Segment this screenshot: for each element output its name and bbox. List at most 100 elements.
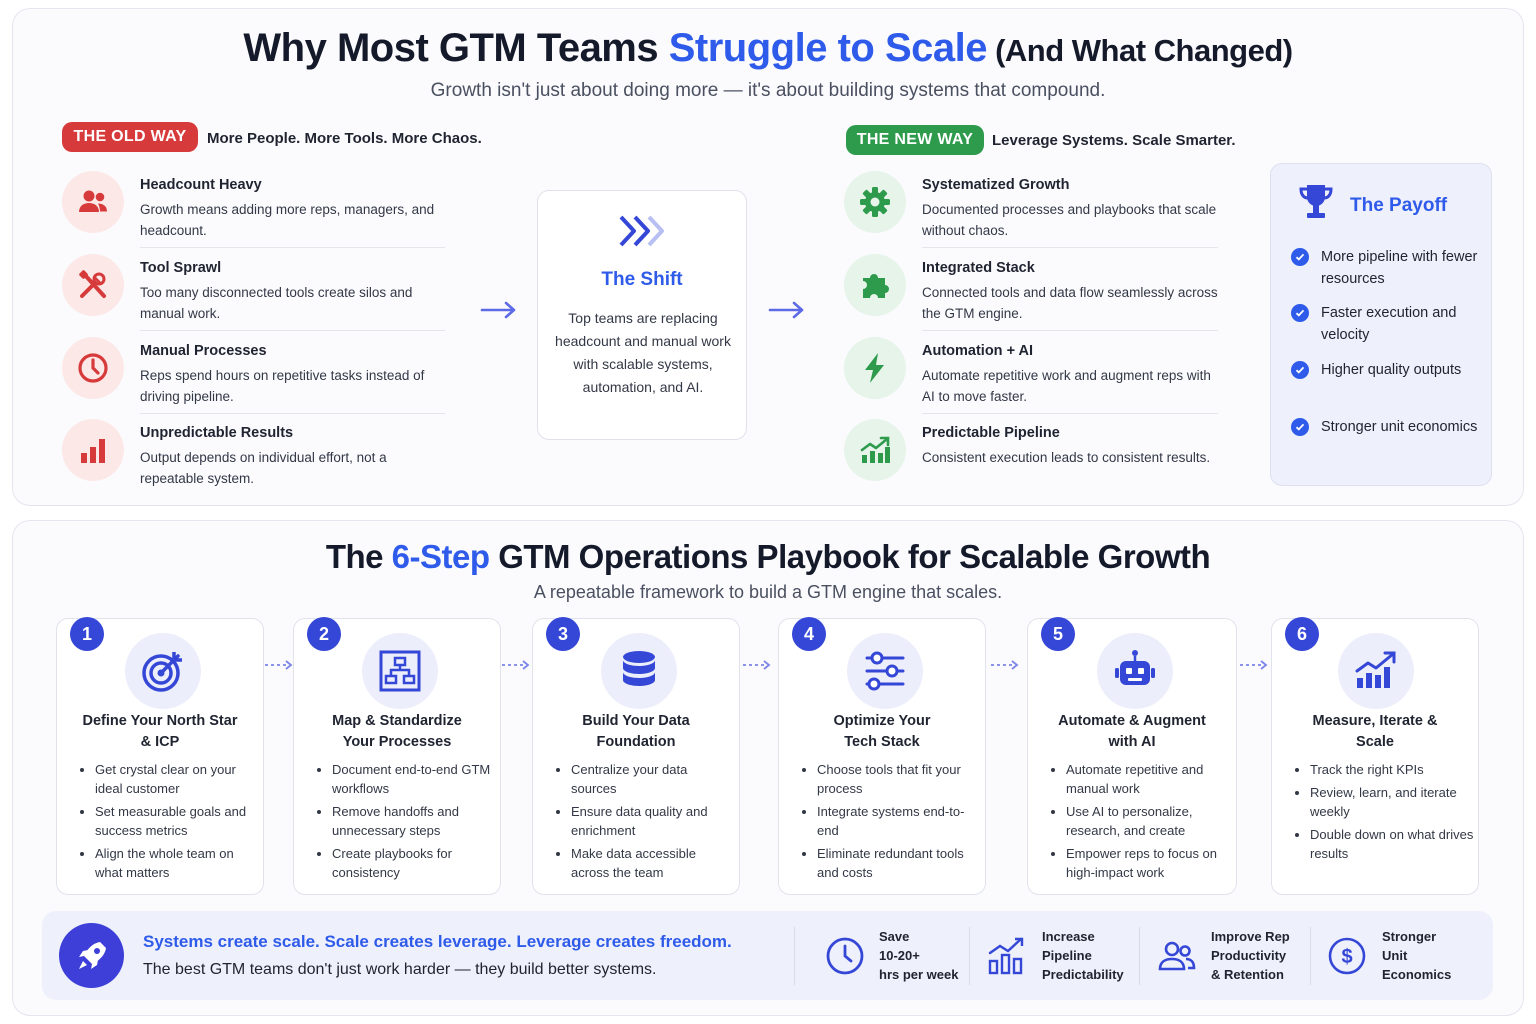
payoff-text: More pipeline with fewer resources bbox=[1321, 249, 1478, 287]
stat-line: Save bbox=[879, 929, 910, 944]
people-icon bbox=[62, 171, 124, 233]
bullet: Review, learn, and iterate weekly bbox=[1294, 783, 1474, 821]
playbook-title: The 6-Step GTM Operations Playbook for S… bbox=[0, 538, 1536, 576]
dashed-arrow-icon bbox=[991, 660, 1019, 670]
divider bbox=[922, 330, 1218, 331]
shift-title: The Shift bbox=[601, 269, 683, 290]
payoff-text: Stronger unit economics bbox=[1321, 419, 1478, 435]
stat-line: Economics bbox=[1382, 967, 1452, 982]
stat-line: & Retention bbox=[1211, 967, 1284, 982]
bullet: Double down on what drives results bbox=[1294, 825, 1474, 863]
step-bullets: Track the right KPIs Review, learn, and … bbox=[1294, 760, 1474, 867]
stat-line: 10-20+ bbox=[879, 948, 920, 963]
old-way-item-unpredictable: Unpredictable Results Output depends on … bbox=[62, 419, 482, 499]
bullet: Align the whole team on what matters bbox=[79, 844, 259, 882]
stat-line: Stronger bbox=[1382, 929, 1437, 944]
step-title: Build Your Data Foundation bbox=[582, 713, 690, 750]
divider bbox=[1310, 927, 1311, 985]
step-title: Automate & Augment with AI bbox=[1058, 713, 1206, 750]
bullet: Make data accessible across the team bbox=[555, 844, 735, 882]
lightning-icon bbox=[844, 337, 906, 399]
new-way-badge: THE NEW WAY bbox=[846, 125, 984, 155]
old-way-item-manual: Manual Processes Reps spend hours on rep… bbox=[62, 337, 482, 417]
stat-text: Stronger Unit Economics bbox=[1382, 927, 1492, 984]
old-way-badge: THE OLD WAY bbox=[62, 122, 198, 152]
page-subtitle: Growth isn't just about doing more — it'… bbox=[430, 80, 1106, 101]
item-title: Tool Sprawl bbox=[140, 260, 222, 276]
step-title: Measure, Iterate & Scale bbox=[1312, 713, 1438, 750]
step-number: 1 bbox=[70, 617, 104, 651]
playbook-subtitle: A repeatable framework to build a GTM en… bbox=[533, 582, 1003, 602]
bar-chart-icon bbox=[988, 937, 1024, 975]
stat-line: Improve Rep bbox=[1211, 929, 1290, 944]
new-way-item-systematized: Systematized Growth Documented processes… bbox=[844, 171, 1264, 251]
item-title: Systematized Growth bbox=[922, 177, 1070, 193]
arrow-right-icon bbox=[480, 301, 516, 319]
clock-icon bbox=[826, 937, 864, 975]
check-icon bbox=[1291, 248, 1309, 266]
rocket-icon bbox=[59, 923, 124, 988]
payoff-title: The Payoff bbox=[1350, 195, 1448, 216]
item-desc: Consistent execution leads to consistent… bbox=[922, 450, 1211, 465]
item-title: Manual Processes bbox=[140, 343, 267, 359]
trophy-icon bbox=[1299, 185, 1333, 218]
item-desc: Reps spend hours on repetitive tasks ins… bbox=[140, 368, 425, 404]
sliders-icon bbox=[847, 633, 923, 709]
divider bbox=[794, 927, 795, 985]
divider bbox=[140, 330, 445, 331]
stat-line: Productivity bbox=[1211, 948, 1287, 963]
bullet: Create playbooks for consistency bbox=[316, 844, 496, 882]
footer-subline: The best GTM teams don't just work harde… bbox=[143, 961, 657, 978]
step-number: 3 bbox=[546, 617, 580, 651]
step-bullets: Automate repetitive and manual work Use … bbox=[1050, 760, 1230, 886]
step-bullets: Get crystal clear on your ideal customer… bbox=[79, 760, 259, 886]
footer-banner: Systems create scale. Scale creates leve… bbox=[42, 911, 1493, 1000]
stat-line: Increase bbox=[1042, 929, 1095, 944]
stat-text: Save 10-20+ hrs per week bbox=[879, 927, 989, 984]
check-icon bbox=[1291, 418, 1309, 436]
payoff-text: Higher quality outputs bbox=[1321, 362, 1462, 378]
item-desc: Documented processes and playbooks that … bbox=[922, 202, 1217, 238]
check-icon bbox=[1291, 361, 1309, 379]
target-icon bbox=[125, 633, 201, 709]
divider bbox=[969, 927, 970, 985]
bullet: Document end-to-end GTM workflows bbox=[316, 760, 496, 798]
payoff-card: The Payoff More pipeline with fewer reso… bbox=[1270, 163, 1492, 486]
new-way-tagline: Leverage Systems. Scale Smarter. bbox=[992, 132, 1236, 149]
stat-line: Predictability bbox=[1042, 967, 1124, 982]
item-desc: Output depends on individual effort, not… bbox=[140, 450, 387, 486]
item-title: Automation + AI bbox=[922, 343, 1034, 359]
dashed-arrow-icon bbox=[265, 660, 293, 670]
bullet: Track the right KPIs bbox=[1294, 760, 1474, 779]
step-title: Define Your North Star & ICP bbox=[82, 713, 238, 750]
bullet: Choose tools that fit your process bbox=[801, 760, 981, 798]
database-icon bbox=[601, 633, 677, 709]
new-way-item-integrated: Integrated Stack Connected tools and dat… bbox=[844, 254, 1264, 334]
item-desc: Growth means adding more reps, managers,… bbox=[140, 202, 435, 238]
check-icon bbox=[1291, 304, 1309, 322]
shift-desc: Top teams are replacing headcount and ma… bbox=[555, 310, 731, 395]
item-title: Predictable Pipeline bbox=[922, 425, 1060, 441]
item-title: Unpredictable Results bbox=[140, 425, 294, 441]
bullet: Use AI to personalize, research, and cre… bbox=[1050, 802, 1230, 840]
new-way-item-predictable: Predictable Pipeline Consistent executio… bbox=[844, 419, 1264, 499]
step-title: Optimize Your Tech Stack bbox=[833, 713, 931, 750]
item-desc: Automate repetitive work and augment rep… bbox=[922, 368, 1211, 404]
step-number: 6 bbox=[1285, 617, 1319, 651]
title-part1: Why Most GTM Teams bbox=[243, 26, 669, 70]
step-card-3: 3 Build Your Data Foundation Centralize … bbox=[532, 617, 740, 895]
divider bbox=[1139, 927, 1140, 985]
puzzle-icon bbox=[844, 254, 906, 316]
step-number: 2 bbox=[307, 617, 341, 651]
step-card-4: 4 Optimize Your Tech Stack Choose tools … bbox=[778, 617, 986, 895]
title-part1: The bbox=[325, 538, 392, 575]
step-card-2: 2 Map & Standardize Your Processes Docum… bbox=[293, 617, 501, 895]
stat-text: Improve Rep Productivity & Retention bbox=[1211, 927, 1321, 984]
step-bullets: Choose tools that fit your process Integ… bbox=[801, 760, 981, 886]
bullet: Empower reps to focus on high-impact wor… bbox=[1050, 844, 1230, 882]
step-bullets: Document end-to-end GTM workflows Remove… bbox=[316, 760, 496, 886]
double-chevron-icon bbox=[619, 215, 664, 247]
step-card-5: 5 Automate & Augment with AI Automate re… bbox=[1027, 617, 1237, 895]
bullet: Integrate systems end-to-end bbox=[801, 802, 981, 840]
people-icon bbox=[1158, 941, 1196, 971]
